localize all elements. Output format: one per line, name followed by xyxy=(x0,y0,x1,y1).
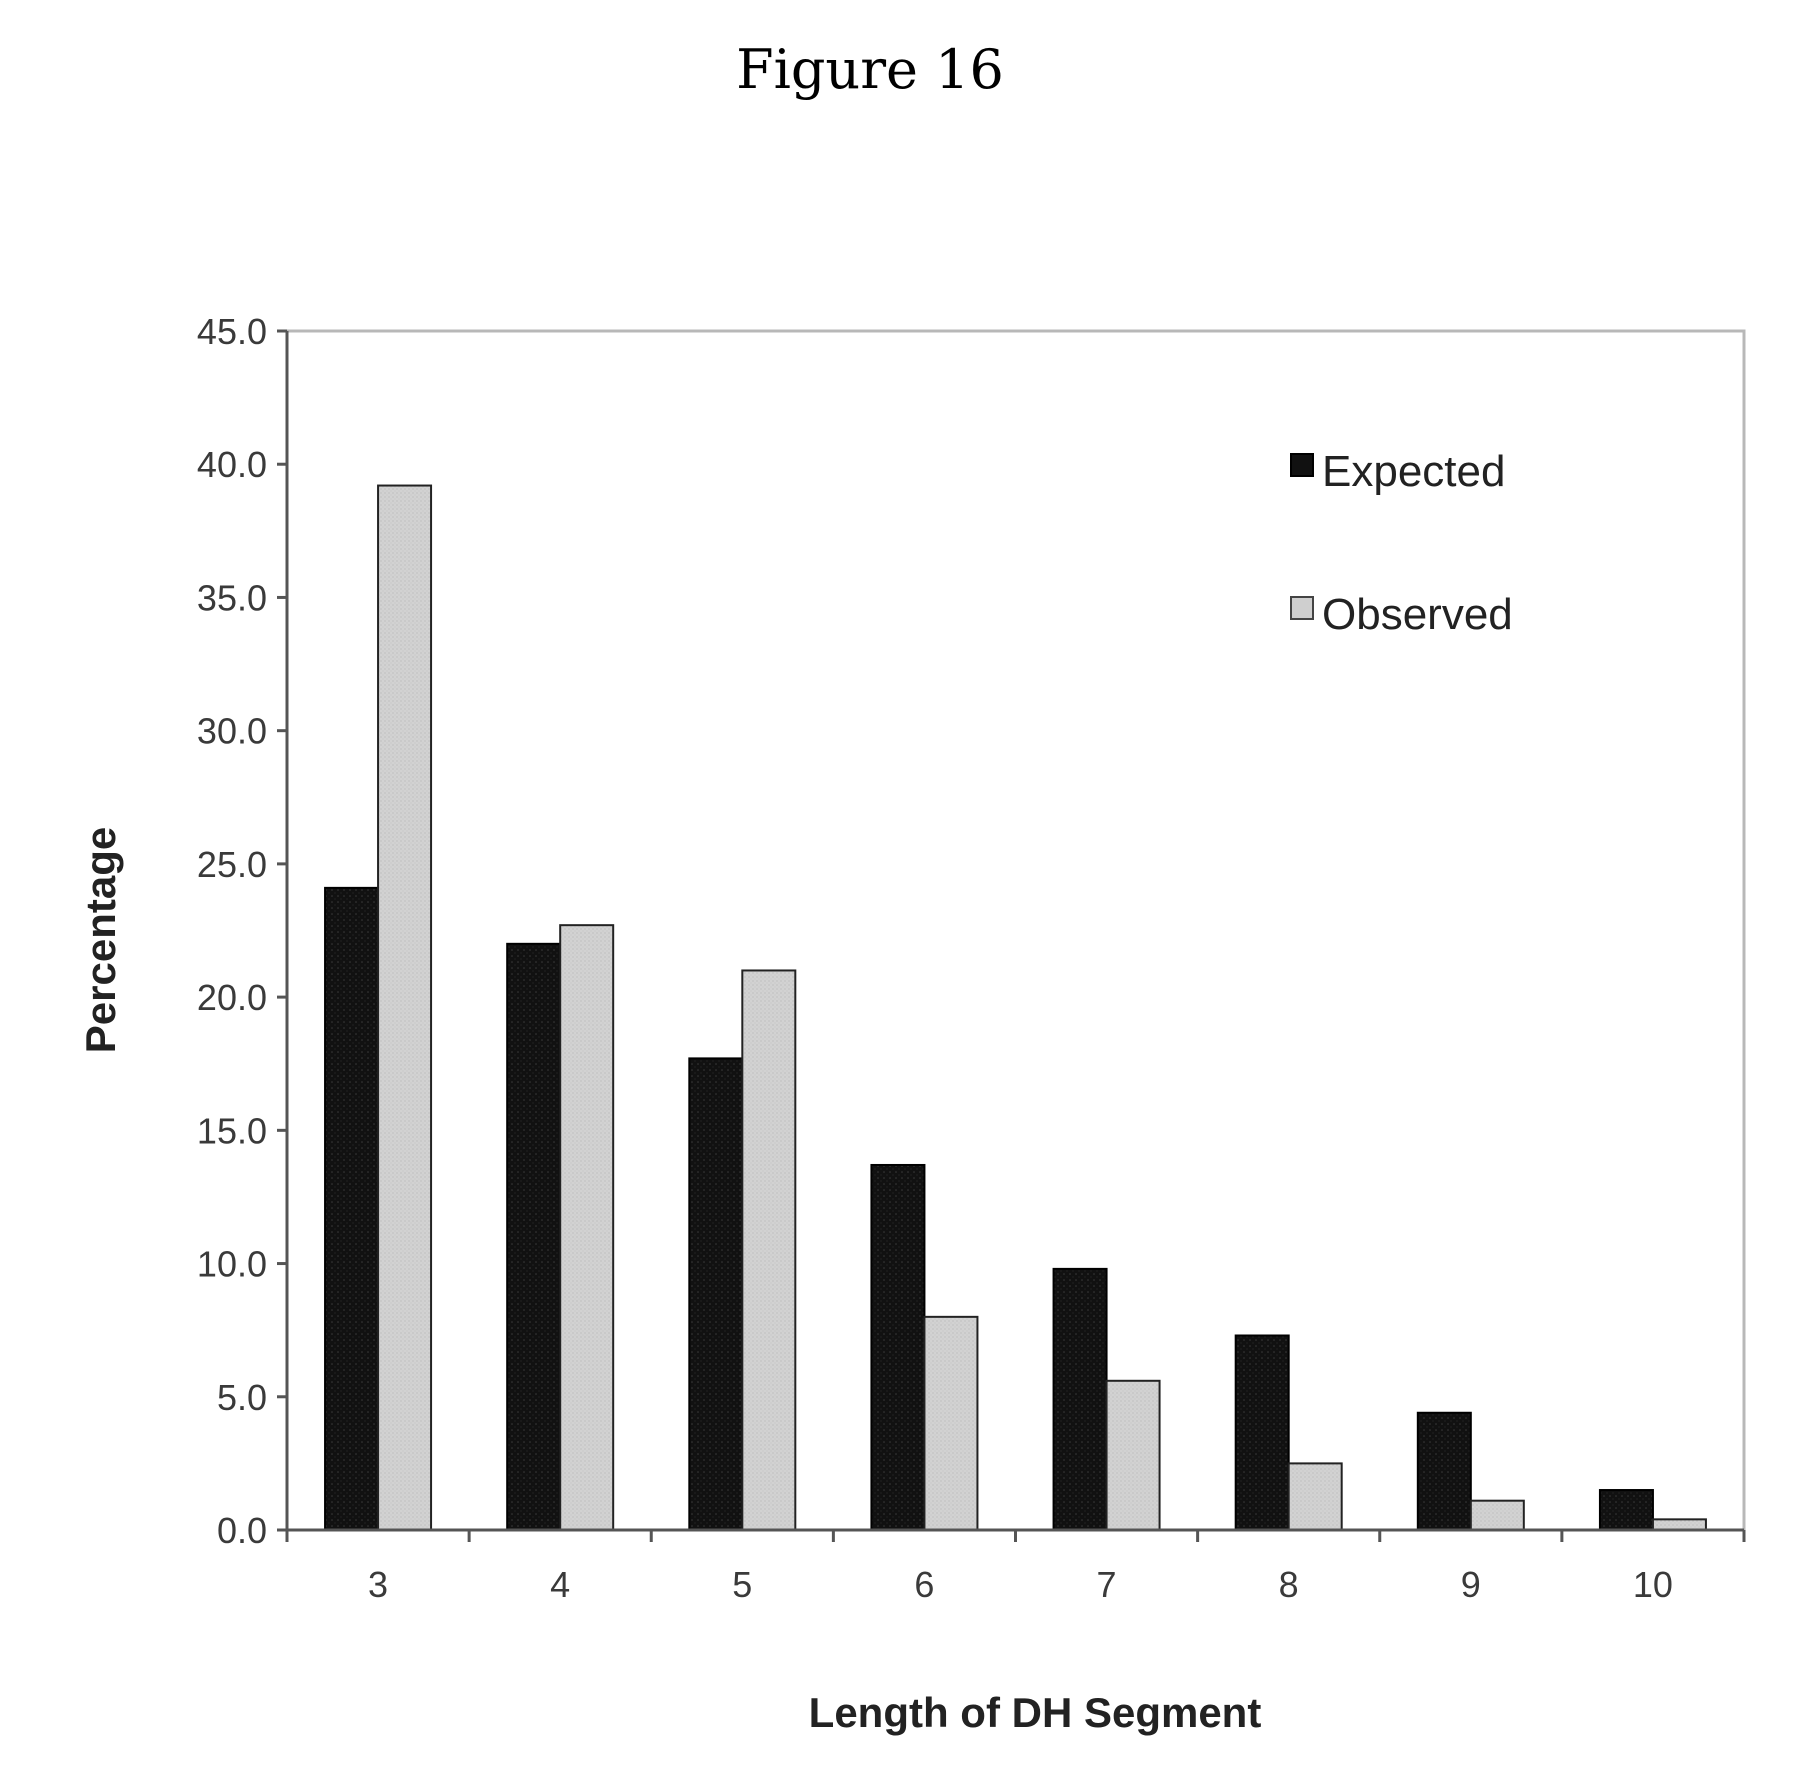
bar-expected-3 xyxy=(325,888,378,1530)
y-tick-label: 30.0 xyxy=(197,711,267,752)
y-tick-label: 0.0 xyxy=(217,1510,267,1551)
bar-observed-10 xyxy=(1653,1519,1706,1530)
y-tick-label: 15.0 xyxy=(197,1110,267,1151)
bar-expected-9 xyxy=(1418,1413,1471,1530)
bars-group xyxy=(325,486,1706,1530)
x-tick-label: 9 xyxy=(1461,1564,1481,1605)
x-tick-label: 8 xyxy=(1279,1564,1299,1605)
x-tick-label: 4 xyxy=(550,1564,570,1605)
bar-expected-8 xyxy=(1236,1335,1289,1530)
bar-expected-7 xyxy=(1054,1269,1107,1530)
y-axis-ticks: 0.0 5.0 10.0 15.0 20.0 25.0 30.0 35.0 40.0 45.0 xyxy=(197,311,287,1551)
bar-observed-3 xyxy=(378,486,431,1530)
y-tick-label: 10.0 xyxy=(197,1244,267,1285)
bar-expected-10 xyxy=(1600,1490,1653,1530)
bar-expected-5 xyxy=(689,1058,742,1530)
bar-expected-4 xyxy=(507,944,560,1530)
plot-frame xyxy=(287,331,1744,1530)
x-axis-title: Length of DH Segment xyxy=(809,1689,1262,1736)
bar-observed-6 xyxy=(924,1317,977,1530)
y-axis-title: Percentage xyxy=(77,827,124,1053)
y-tick-label: 25.0 xyxy=(197,844,267,885)
bar-observed-5 xyxy=(742,970,795,1530)
bar-observed-8 xyxy=(1289,1463,1342,1530)
x-tick-label: 7 xyxy=(1097,1564,1117,1605)
bar-observed-4 xyxy=(560,925,613,1530)
legend-swatch-expected xyxy=(1291,454,1313,476)
x-axis-ticks: 3 4 5 6 7 8 9 10 xyxy=(287,1530,1744,1605)
legend: Expected Observed xyxy=(1291,447,1513,639)
y-tick-label: 5.0 xyxy=(217,1377,267,1418)
legend-swatch-observed xyxy=(1291,597,1313,619)
legend-label-observed: Observed xyxy=(1322,590,1513,639)
bar-observed-7 xyxy=(1107,1381,1160,1530)
bar-expected-6 xyxy=(871,1165,924,1530)
bar-observed-9 xyxy=(1471,1501,1524,1530)
x-tick-label: 5 xyxy=(732,1564,752,1605)
y-tick-label: 45.0 xyxy=(197,311,267,352)
y-tick-label: 40.0 xyxy=(197,444,267,485)
legend-label-expected: Expected xyxy=(1322,447,1505,496)
y-tick-label: 20.0 xyxy=(197,977,267,1018)
x-tick-label: 3 xyxy=(368,1564,388,1605)
x-tick-label: 10 xyxy=(1633,1564,1673,1605)
y-tick-label: 35.0 xyxy=(197,577,267,618)
x-tick-label: 6 xyxy=(914,1564,934,1605)
